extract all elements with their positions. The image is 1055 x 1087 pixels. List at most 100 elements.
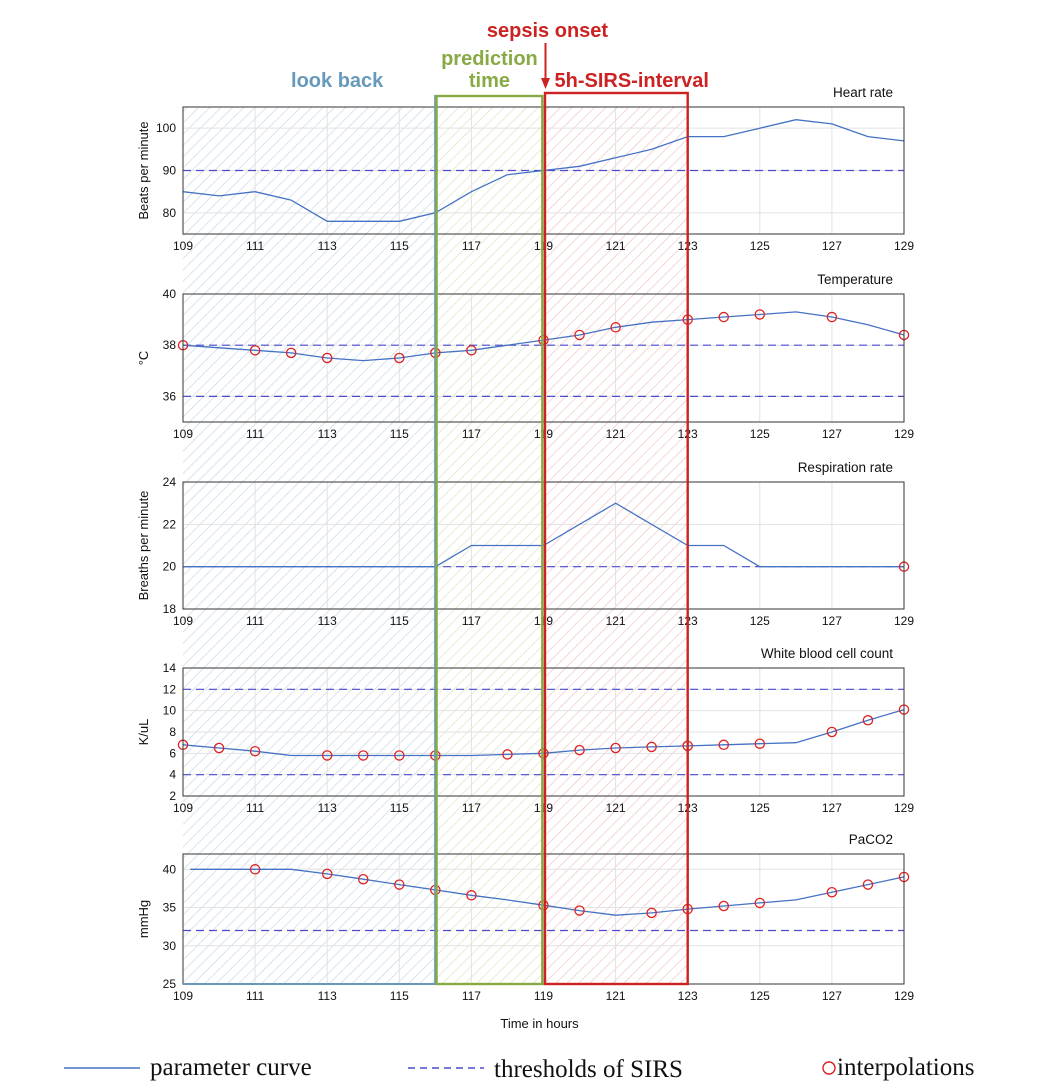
x-tick-label: 113 <box>318 989 337 1003</box>
interpolation-marker <box>321 352 333 364</box>
x-tick-label: 109 <box>173 989 193 1003</box>
interpolation-marker <box>718 311 730 323</box>
y-tick-label: 40 <box>163 287 177 301</box>
y-tick-label: 4 <box>169 768 176 782</box>
y-tick-label: 2 <box>169 789 176 803</box>
panel-axes-box <box>182 106 905 235</box>
interpolation-marker <box>610 322 621 333</box>
interpolation-marker <box>646 741 657 753</box>
interpolation-marker <box>394 352 405 364</box>
interpolation-marker <box>538 748 549 759</box>
x-tick-label: 119 <box>534 801 553 815</box>
x-tick-label: 125 <box>750 614 770 628</box>
x-tick-label: 129 <box>894 614 914 628</box>
x-tick-label: 109 <box>173 801 193 815</box>
x-tick-label: 117 <box>462 427 481 441</box>
legend: parameter curve thresholds of SIRS interpo… <box>64 1054 974 1083</box>
x-tick-label: 125 <box>750 239 770 253</box>
x-tick-label: 115 <box>390 239 409 253</box>
x-tick-label: 119 <box>534 427 553 441</box>
panel-axes-box <box>182 853 905 985</box>
interpolation-marker <box>466 345 477 356</box>
panel-title: Respiration rate <box>798 460 893 475</box>
legend-label-interpolations: interpolations <box>837 1054 974 1081</box>
interpolation-marker <box>862 715 874 726</box>
y-tick-label: 20 <box>163 560 177 574</box>
legend-label-parameter-curve: parameter curve <box>150 1054 312 1081</box>
panels-layer: 109 111 113 115 117 119 121 123 125 127 129 80 90 100… <box>136 85 914 1031</box>
interpolation-marker <box>466 890 477 901</box>
x-tick-label: 125 <box>750 427 770 441</box>
sepsis-onset-label: sepsis onset <box>487 20 609 42</box>
y-tick-label: 24 <box>163 475 177 489</box>
x-tick-label: 115 <box>390 427 409 441</box>
interpolation-marker <box>574 744 585 756</box>
interpolation-marker <box>394 750 405 761</box>
panel-title: PaCO2 <box>849 832 893 847</box>
y-axis-label: K/uL <box>136 719 151 746</box>
x-tick-label: 115 <box>390 989 409 1003</box>
y-tick-label: 30 <box>163 939 177 953</box>
x-tick-label: 109 <box>173 614 193 628</box>
y-axis-label: Beats per minute <box>136 121 151 219</box>
x-tick-label: 111 <box>246 614 265 628</box>
prediction-time-box <box>435 94 544 986</box>
y-tick-label: 90 <box>163 164 177 178</box>
legend-circle-marker-swatch <box>822 1061 836 1075</box>
x-tick-label: 121 <box>606 239 626 253</box>
x-tick-label: 117 <box>462 801 481 815</box>
y-tick-label: 25 <box>163 977 177 991</box>
interpolation-marker <box>754 309 766 320</box>
prediction-time-label-line1: prediction <box>441 48 538 70</box>
prediction-time-label-line2: time <box>469 70 510 92</box>
panel-axes-box <box>182 667 905 797</box>
y-tick-label: 18 <box>163 602 177 616</box>
x-tick-label: 127 <box>822 801 842 815</box>
x-tick-label: 111 <box>246 239 265 253</box>
panel-title: Heart rate <box>833 85 893 100</box>
interpolation-marker <box>826 726 838 738</box>
x-tick-label: 129 <box>894 801 914 815</box>
x-tick-label: 119 <box>534 989 553 1003</box>
y-tick-label: 6 <box>169 746 176 760</box>
legend-label-thresholds: thresholds of SIRS <box>494 1056 683 1083</box>
interpolation-marker <box>754 738 766 749</box>
x-tick-label: 113 <box>318 801 337 815</box>
lookback-label: look back <box>291 70 384 92</box>
y-axis-label: Breaths per minute <box>136 491 151 601</box>
panel-title: Temperature <box>817 272 893 287</box>
panel-title: White blood cell count <box>761 646 893 661</box>
panel-axes-box <box>182 293 905 423</box>
x-tick-label: 125 <box>750 989 770 1003</box>
y-tick-label: 22 <box>163 517 177 531</box>
interpolation-marker <box>538 899 549 911</box>
interpolation-marker <box>249 345 261 356</box>
interpolation-marker <box>646 907 657 919</box>
x-tick-label: 123 <box>678 989 698 1003</box>
x-tick-label: 129 <box>894 239 914 253</box>
x-tick-label: 115 <box>390 614 409 628</box>
x-tick-label: 119 <box>534 614 553 628</box>
x-tick-label: 113 <box>318 614 337 628</box>
x-tick-label: 121 <box>606 614 626 628</box>
x-tick-label: 115 <box>390 801 409 815</box>
x-tick-label: 129 <box>894 427 914 441</box>
x-tick-label: 113 <box>318 427 337 441</box>
parameter-curve <box>183 502 904 568</box>
x-tick-label: 121 <box>606 989 626 1003</box>
y-tick-label: 35 <box>163 901 177 915</box>
x-tick-label: 127 <box>822 427 842 441</box>
parameter-curve <box>190 868 905 916</box>
sirs-interval-box <box>543 91 689 986</box>
region-borders-layer <box>183 91 689 986</box>
x-tick-label: 111 <box>246 427 265 441</box>
x-tick-label: 117 <box>462 614 481 628</box>
interpolation-marker <box>826 311 838 323</box>
interpolation-marker <box>249 864 261 875</box>
x-tick-label: 111 <box>246 989 265 1003</box>
interpolation-marker <box>538 334 549 346</box>
x-tick-label: 127 <box>822 239 842 253</box>
interpolation-marker <box>574 905 585 916</box>
y-tick-label: 10 <box>163 704 177 718</box>
